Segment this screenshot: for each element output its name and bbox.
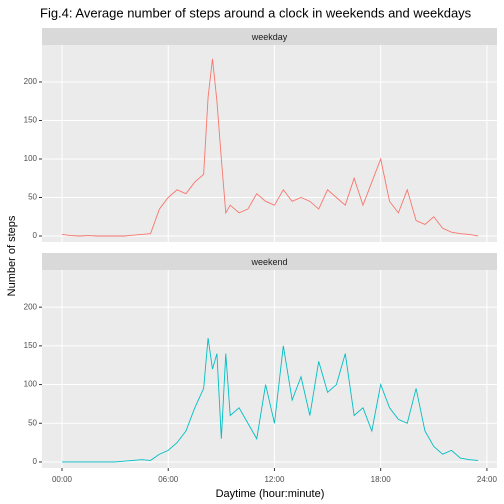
panel (42, 45, 497, 242)
y-tick-label: 0 (33, 231, 38, 240)
y-tick-label: 150 (24, 116, 38, 125)
x-tick-label: 12:00 (264, 475, 285, 484)
y-tick-label: 50 (28, 418, 37, 427)
y-tick-label: 100 (24, 380, 38, 389)
x-tick-label: 18:00 (371, 475, 392, 484)
y-tick-label: 200 (24, 77, 38, 86)
y-axis-label: Number of steps (6, 215, 18, 296)
x-tick-label: 00:00 (52, 475, 73, 484)
x-axis-label: Daytime (hour:minute) (216, 488, 325, 500)
chart-title: Fig.4: Average number of steps around a … (40, 5, 472, 20)
x-tick-label: 24:00 (477, 475, 498, 484)
strip-label: weekday (251, 32, 288, 42)
y-tick-label: 0 (33, 457, 38, 466)
strip (42, 28, 497, 45)
strip (42, 253, 497, 270)
y-tick-label: 100 (24, 154, 38, 163)
y-tick-label: 50 (28, 193, 37, 202)
line (62, 338, 479, 463)
strip-label: weekend (250, 257, 287, 267)
panel (42, 270, 497, 468)
y-tick-label: 200 (24, 302, 38, 311)
y-tick-label: 150 (24, 341, 38, 350)
x-tick-label: 06:00 (158, 475, 179, 484)
line (61, 58, 479, 237)
